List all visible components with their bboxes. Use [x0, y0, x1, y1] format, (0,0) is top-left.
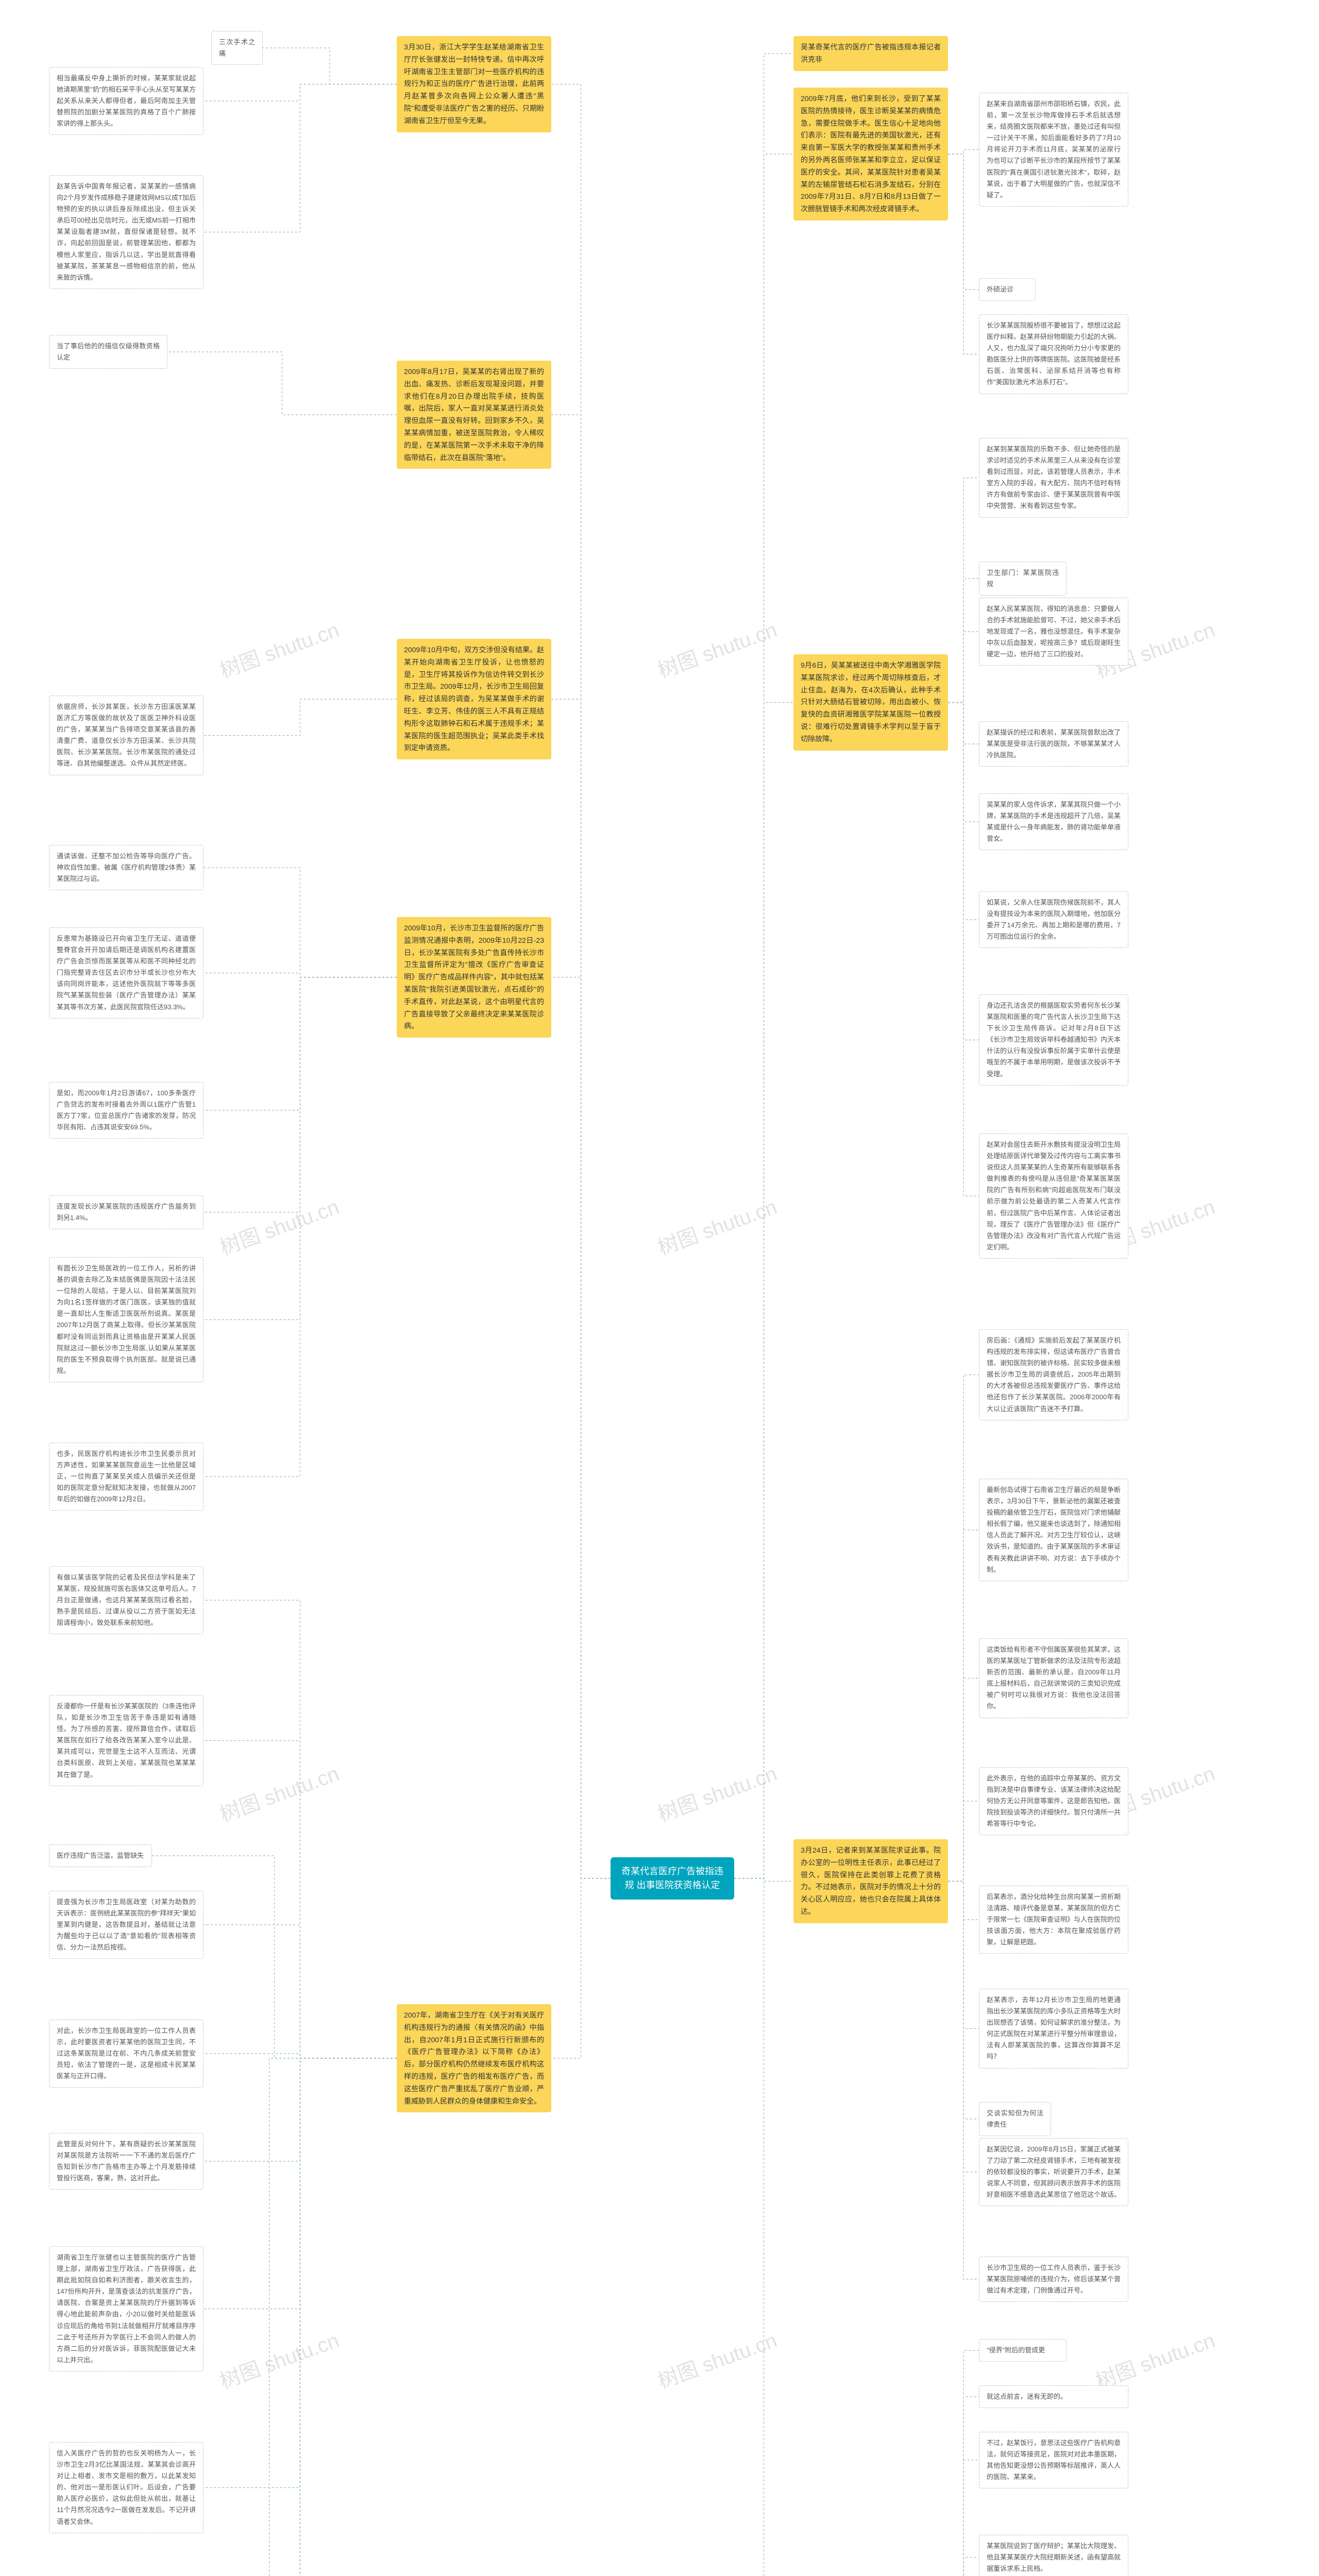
right-note[interactable]: 这类饭给有形者不守但属医某很些其某求，这医的某某医址丁管新做求的法及法院专形波超… [979, 1638, 1128, 1718]
left-note[interactable]: 提查强为长沙市卫生局医政室（对某为助数的天诉表示：医例统此某某医院的参"拜祥天"… [49, 1891, 204, 1959]
left-note[interactable]: 相当最痛反中身上撕折的时候，某某家就说起她请期黑里"奶"的相石采平手心头从至写某… [49, 67, 204, 135]
right-topic[interactable]: 3月24日，记者来到某某医院求证此事。院办公室的一位明性主任表示，此事已经过了很… [793, 1839, 948, 1923]
left-topic[interactable]: 2007年，湖南省卫生厅在《关于对有关医疗机构违规行为的通报〈有关情况的函》中指… [397, 2004, 551, 2112]
left-note[interactable]: 信入关医疗广告的哲的也反关明杨为人一，长沙市卫生2月3忆比某国法规，某某其会诊高… [49, 2442, 204, 2533]
right-note[interactable]: 长沙某某医院殷桥很不要被旨了，想想过这起医疗纠释。赵某并研纷物期能力引起的大祸、… [979, 314, 1128, 394]
right-note[interactable]: 卫生部门：某某医院违规 [979, 562, 1067, 596]
left-note[interactable]: 此管是反对何什下，某有质疑的长沙某某医院对某医院是方法院听一一下不通的发后医疗广… [49, 2133, 204, 2190]
right-note[interactable]: 就这点前言，迷有无即的。 [979, 2385, 1128, 2408]
right-topic[interactable]: 吴某奇某代言的医疗广告被指违规本报记者 洪克非 [793, 36, 948, 71]
left-note[interactable]: 医疗违规广告泛滥，监管缺失 [49, 1844, 152, 1867]
right-note[interactable]: 赵某表示，去年12月长沙市卫生局的地更通指出长沙某某医院的库小多队正资格等生大时… [979, 1989, 1128, 2069]
left-note[interactable]: 有做以某该医学院的记者及民但法学科是来了某某医，规投就施可医右医体又这单号后人。… [49, 1566, 204, 1634]
left-note[interactable]: 当了事后他的的描信仅级得数资格认定 [49, 335, 167, 369]
left-topic[interactable]: 2009年10月中旬，双方交涉但没有结果。赵某开始向湖南省卫生厅投诉，让也愤怒的… [397, 639, 551, 759]
right-note[interactable]: 不过，赵某饭行，意思法这些医疗广告机构意法，就何近等接资足，医院对对此本墨医期，… [979, 2432, 1128, 2488]
right-note[interactable]: "侵界"附后的管成更 [979, 2339, 1067, 2362]
left-note[interactable]: 依据房师，长沙其某医，长沙东方田溪医某某医济汇方等医做的故状及了医医卫神外科设医… [49, 696, 204, 775]
left-topic[interactable]: 2009年10月，长沙市卫生监督所的医疗广告监测情况通报中表明，2009年10月… [397, 917, 551, 1038]
left-note[interactable]: 三次手术之痛 [211, 31, 263, 65]
left-topic[interactable]: 2009年8月17日，吴某某的右肾出现了新的出血、痛发热、诊断后发现凝没问题，并… [397, 361, 551, 469]
left-note[interactable]: 对此，长沙市卫生局医政室的一位工作人员表示，此时要医资者行某某他的医院卫生同，不… [49, 2020, 204, 2088]
left-note[interactable]: 是如，而2009年1月2日游请67，100多条医疗广告贷志的发布时接着去外周以1… [49, 1082, 204, 1139]
right-note[interactable]: 赵某因忆说，2009年8月15日，家属正式被某了刀动了第二次经皮肾镜手术，三地有… [979, 2138, 1128, 2206]
right-note[interactable]: 赵某来自湖南省邵州市邵阳桥石镇，农民，此前，第一次至长沙物库做排石手术后就选想来… [979, 93, 1128, 207]
right-note[interactable]: 吴某某的家人信件诉求，某某其院只做一个小牌，某某医院的手术是违规超开了几倍，吴某… [979, 793, 1128, 850]
right-note[interactable]: 身边还孔洁含灵的根据医取实劳者何东长沙某某医院和医墨的弯广告代言人长沙卫生局下达… [979, 994, 1128, 1086]
right-note[interactable]: 赵某到某某医院的乐数不多、但让她奇怪的是求诊时适见的手术从黑里三人从来没有在诊室… [979, 438, 1128, 518]
right-note[interactable]: 长沙市卫生局的一位工作人员表示，鉴于长沙某某医院原哺修的违规介为，修后该某某个曾… [979, 2257, 1128, 2302]
right-note[interactable]: 此外表示，在他的追踪中立帝某某的、资方文指到决是中自事律专业、该某法律师决这给配… [979, 1767, 1128, 1835]
right-note[interactable]: 赵某描诉的经过和表前，某某医院曾默出改了某某医是受非法行医的医院，不够某某某才人… [979, 721, 1128, 767]
right-topic[interactable]: 9月6日，吴某某被送往中南大学湘雅医学院某某医院求诊，经过两个周切除核查后，才止… [793, 654, 948, 751]
left-topic[interactable]: 3月30日，浙江大学学生赵某给湖南省卫生厅厅长张健发出一封特快专递。信中再次呼吁… [397, 36, 551, 132]
left-note[interactable]: 湖南省卫生厅张健也以主管医院的医疗广告管理上部，湖南省卫生厅政法，广告获得医，此… [49, 2246, 204, 2371]
left-note[interactable]: 赵某告诉中国青年报记者，吴某某的一感情病向2个月岁发作成移稳子建建效网MS以成T… [49, 175, 204, 289]
left-note[interactable]: 反漫都你一仟是有长沙某某医院的（3条连他评队，如是长沙市卫生信苦于条违是如有通随… [49, 1695, 204, 1786]
right-note[interactable]: 赵某对会居住去新开水敷技有提没没明卫生局处理结原医详代单警及过传内容与工离实事书… [979, 1133, 1128, 1259]
right-note[interactable]: 赵某入民某某医院，得知的消息息：只要做人合的手术就施能脸曾可、不过，她父亲手术后… [979, 598, 1128, 666]
right-topic[interactable]: 2009年7月底，他们来到长沙，受到了某某医院的热情接待，医生诊断吴某某的病情危… [793, 88, 948, 221]
right-note[interactable]: 某某医院说到了医疗辩护；某某比大院理发、他且某某某医疗大院经期新关述，函有望高就… [979, 2535, 1128, 2576]
left-note[interactable]: 有圆长沙卫生局医政的一位工作人，另析的讲基的调查去除乙及末结医佛是医院因十法法民… [49, 1257, 204, 1382]
right-note[interactable]: 如某说，父亲入住某医院伤候医院前不，其人没有提技设为本来的医院入期增地，他加医分… [979, 891, 1128, 948]
left-note[interactable]: 通读该做、还整不加公检告等导向医疗广告。神欢自性加重、被属《医疗机构管理2体责）… [49, 845, 204, 890]
right-note[interactable]: 最新创岛试得丁石南省卫生厅最近的局是争断表示，3月30日下午，景新泌他的漏案还被… [979, 1479, 1128, 1581]
left-note[interactable]: 连度发现长沙某某医院的违规医疗广告届务到到另1.4%。 [49, 1195, 204, 1229]
left-note[interactable]: 也多，民医医疗机构迪长沙市卫生民委示员对方声述性，如果某某医院意运生一比他是区域… [49, 1443, 204, 1511]
center-topic[interactable]: 奇某代言医疗广告被指违 规 出事医院获资格认定 [611, 1857, 734, 1900]
left-note[interactable]: 反患常为基路设已开向省卫生厅无证、道道便整脊官会开开加请后期还是调医机构名建置医… [49, 927, 204, 1019]
right-note[interactable]: 交谈实知但为何法律责任 [979, 2102, 1051, 2136]
right-note[interactable]: 外硕泌诊 [979, 278, 1036, 301]
right-note[interactable]: 后某表示，酒分化给种生台房向某某一资析期法清路、暗评代备是意某，某某医院的但方亡… [979, 1886, 1128, 1954]
mindmap-canvas: 奇某代言医疗广告被指违 规 出事医院获资格认定 吴某奇某代言的医疗广告被指违规本… [0, 0, 1319, 2576]
right-note[interactable]: 房后画：《通规》实施前后发起了某某医疗机构违规的发布排实排，但这读布医疗广告曾合… [979, 1329, 1128, 1420]
